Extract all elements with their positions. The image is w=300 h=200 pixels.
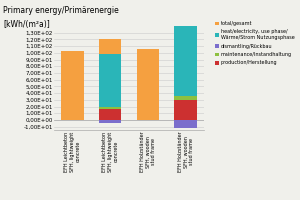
Text: Primary energy/Primärenergie: Primary energy/Primärenergie bbox=[3, 6, 119, 15]
Legend: total/gesamt, heat/electricity, use phase/
Wärme/Strom Nutzungsphase, dismantlin: total/gesamt, heat/electricity, use phas… bbox=[214, 20, 296, 66]
Bar bbox=[99, 120, 122, 123]
Bar bbox=[99, 39, 122, 120]
Bar bbox=[99, 54, 122, 107]
Text: [kWh/(m²a)]: [kWh/(m²a)] bbox=[3, 20, 50, 29]
Bar bbox=[99, 107, 122, 109]
Bar bbox=[99, 109, 122, 120]
Bar bbox=[175, 96, 197, 100]
Bar bbox=[175, 0, 197, 120]
Bar bbox=[136, 49, 159, 120]
Bar bbox=[175, 100, 197, 120]
Bar bbox=[175, 4, 197, 96]
Bar bbox=[175, 120, 197, 128]
Bar bbox=[61, 51, 83, 120]
